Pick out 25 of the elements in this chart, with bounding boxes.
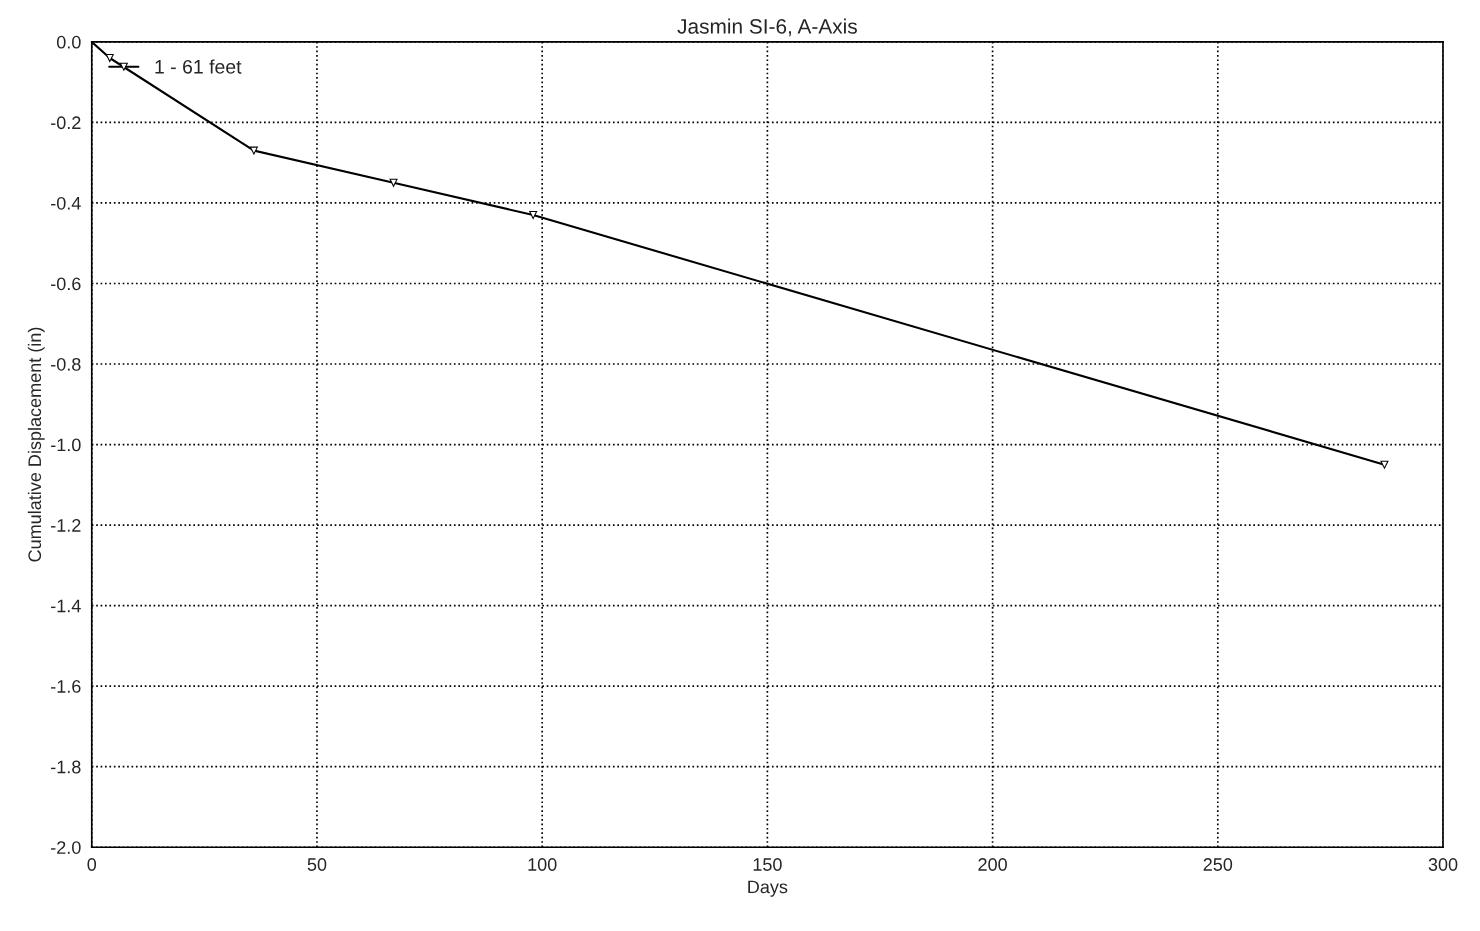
y-tick-label: -1.0: [51, 438, 81, 452]
y-axis-title: Cumulative Displacement (in): [27, 327, 45, 562]
y-tick-label: -2.0: [51, 841, 81, 854]
chart-title: Jasmin SI-6, A-Axis: [677, 18, 857, 37]
x-tick-label: 300: [1428, 858, 1458, 871]
point: [105, 54, 114, 62]
y-tick-label: -0.8: [51, 357, 81, 371]
x-tick-label: 250: [1203, 858, 1233, 871]
y-tick-label: -1.8: [51, 760, 81, 774]
point: [389, 178, 398, 187]
legend-label: 1 - 61 feet: [155, 59, 242, 74]
y-tick-label: -0.6: [51, 277, 81, 291]
x-axis-title: Days: [748, 880, 788, 897]
y-tick-label: 0.0: [56, 35, 81, 49]
y-tick-label: -1.2: [51, 519, 81, 532]
point: [529, 211, 538, 220]
y-tick-label: -1.4: [51, 599, 81, 613]
x-tick-label: 200: [978, 858, 1007, 871]
y-tick-label: -0.2: [51, 116, 81, 130]
y-tick-label: -1.6: [51, 680, 81, 693]
x-tick-label: 50: [307, 858, 327, 871]
y-tick-label: -0.4: [51, 196, 81, 210]
x-tick-label: 150: [753, 858, 782, 871]
x-tick-label: 0: [87, 858, 97, 871]
x-tick-label: 100: [528, 858, 557, 871]
